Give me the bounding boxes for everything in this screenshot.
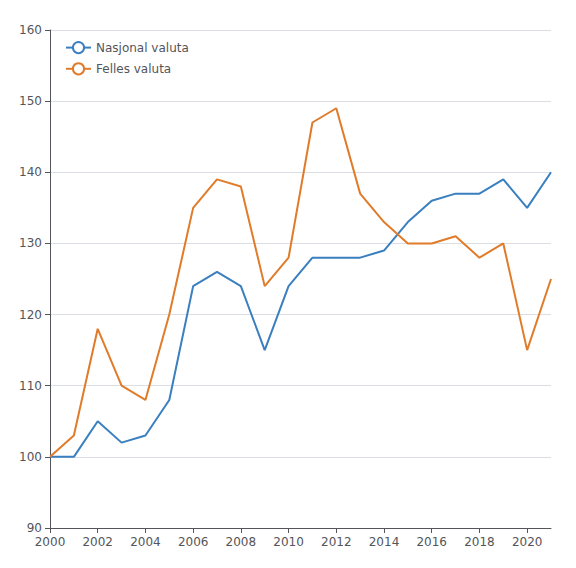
svg-text:140: 140 <box>19 165 42 179</box>
svg-text:Nasjonal valuta: Nasjonal valuta <box>96 41 189 55</box>
svg-text:130: 130 <box>19 236 42 250</box>
svg-text:2002: 2002 <box>82 535 113 549</box>
svg-text:2004: 2004 <box>130 535 161 549</box>
svg-text:150: 150 <box>19 94 42 108</box>
svg-text:2014: 2014 <box>369 535 400 549</box>
svg-text:2018: 2018 <box>464 535 495 549</box>
svg-text:160: 160 <box>19 23 42 37</box>
svg-text:2000: 2000 <box>35 535 66 549</box>
svg-text:110: 110 <box>19 379 42 393</box>
svg-text:2010: 2010 <box>273 535 304 549</box>
svg-text:90: 90 <box>27 521 42 535</box>
svg-text:2006: 2006 <box>178 535 209 549</box>
svg-text:2020: 2020 <box>512 535 543 549</box>
svg-text:Felles valuta: Felles valuta <box>96 62 171 76</box>
svg-text:2008: 2008 <box>226 535 257 549</box>
svg-text:120: 120 <box>19 308 42 322</box>
svg-text:100: 100 <box>19 450 42 464</box>
svg-text:2012: 2012 <box>321 535 352 549</box>
svg-text:2016: 2016 <box>416 535 447 549</box>
